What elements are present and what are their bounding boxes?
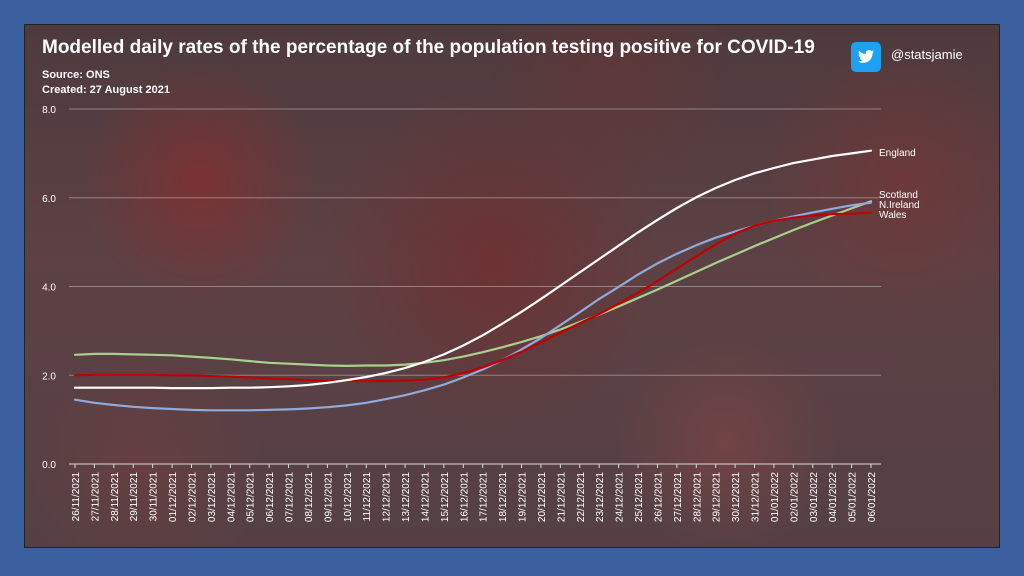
y-tick-label: 6.0 <box>42 194 56 205</box>
x-tick-label: 13/12/2021 <box>401 472 412 522</box>
x-tick-label: 08/12/2021 <box>304 472 315 522</box>
x-tick-label: 06/12/2021 <box>265 472 276 522</box>
x-tick-label: 28/11/2021 <box>110 472 121 522</box>
x-tick-label: 01/01/2022 <box>770 472 781 522</box>
x-tick-label: 29/11/2021 <box>129 472 140 522</box>
x-tick-label: 26/11/2021 <box>71 472 82 522</box>
x-tick-label: 29/12/2021 <box>712 472 723 522</box>
x-tick-label: 21/12/2021 <box>556 472 567 522</box>
x-tick-label: 01/12/2021 <box>168 472 179 522</box>
series-line-nireland <box>73 201 873 412</box>
x-tick-label: 03/01/2022 <box>809 472 820 522</box>
x-tick-label: 04/12/2021 <box>226 472 237 522</box>
series-line-scotland <box>73 200 873 367</box>
x-tick-label: 16/12/2021 <box>459 472 470 522</box>
x-tick-label: 30/12/2021 <box>731 472 742 522</box>
line-chart: 0.0 2.0 4.0 6.0 8.0 26/11/2021 27/11/2021 28/1… <box>42 105 920 522</box>
y-tick-label: 4.0 <box>42 283 56 294</box>
y-tick-label: 0.0 <box>42 460 56 471</box>
x-tick-label: 14/12/2021 <box>420 472 431 522</box>
x-tick-label: 26/12/2021 <box>653 472 664 522</box>
x-tick-label: 03/12/2021 <box>207 472 218 522</box>
x-tick-label: 27/12/2021 <box>673 472 684 522</box>
chart-title: Modelled daily rates of the percentage o… <box>42 37 815 58</box>
series-label-england: England <box>879 148 916 159</box>
twitter-icon <box>851 42 881 72</box>
x-tick-label: 27/11/2021 <box>90 472 101 522</box>
x-tick-label: 28/12/2021 <box>692 472 703 522</box>
x-tick-label: 06/01/2022 <box>867 472 878 522</box>
x-tick-label: 11/12/2021 <box>362 472 373 522</box>
created-label: Created: 27 August 2021 <box>42 84 170 96</box>
x-tick-label: 19/12/2021 <box>518 472 529 522</box>
x-tick-label: 18/12/2021 <box>498 472 509 522</box>
x-tick-label: 24/12/2021 <box>615 472 626 522</box>
x-tick-label: 12/12/2021 <box>382 472 393 522</box>
x-tick-label: 23/12/2021 <box>595 472 606 522</box>
series-label-wales: Wales <box>879 210 906 221</box>
x-tick-label: 15/12/2021 <box>440 472 451 522</box>
x-tick-label: 17/12/2021 <box>479 472 490 522</box>
x-tick-label: 30/11/2021 <box>149 472 160 522</box>
x-tick-label: 02/01/2022 <box>789 472 800 522</box>
x-tick-label: 04/01/2022 <box>828 472 839 522</box>
y-tick-label: 2.0 <box>42 371 56 382</box>
chart-panel: Modelled daily rates of the percentage o… <box>24 24 1000 548</box>
source-label: Source: ONS <box>42 69 110 81</box>
x-tick-label: 09/12/2021 <box>323 472 334 522</box>
x-tick-label: 10/12/2021 <box>343 472 354 522</box>
x-tick-label: 20/12/2021 <box>537 472 548 522</box>
x-tick-label: 05/01/2022 <box>848 472 859 522</box>
x-tick-label: 31/12/2021 <box>751 472 762 522</box>
x-tick-label: 22/12/2021 <box>576 472 587 522</box>
x-tick-label: 07/12/2021 <box>285 472 296 522</box>
series-line-wales <box>73 211 873 383</box>
x-tick-label: 25/12/2021 <box>634 472 645 522</box>
y-tick-label: 8.0 <box>42 105 56 116</box>
twitter-handle: @statsjamie <box>891 47 963 62</box>
series-label-nireland: N.Ireland <box>879 200 920 211</box>
series-line-england <box>73 149 873 390</box>
x-tick-label: 02/12/2021 <box>187 472 198 522</box>
series-label-scotland: Scotland <box>879 190 918 201</box>
x-tick-label: 05/12/2021 <box>246 472 257 522</box>
